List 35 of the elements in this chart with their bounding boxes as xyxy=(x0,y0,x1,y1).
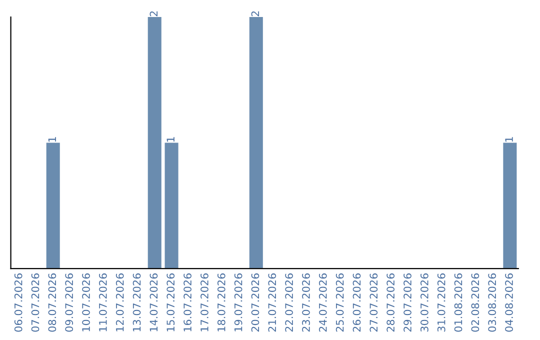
x-tick-label: 12.07.2026 xyxy=(116,273,124,332)
x-tick-label: 28.07.2026 xyxy=(386,273,395,332)
x-tick-label: 30.07.2026 xyxy=(420,273,428,332)
data-label: 1 xyxy=(505,137,513,142)
x-tick-label: 07.07.2026 xyxy=(31,273,40,332)
x-tick-label: 08.07.2026 xyxy=(48,273,56,332)
data-label: 1 xyxy=(48,137,56,142)
x-tick-label: 26.07.2026 xyxy=(352,273,361,332)
x-tick-label: 18.07.2026 xyxy=(217,273,226,332)
x-tick-label: 20.07.2026 xyxy=(251,273,260,332)
x-tick-label: 22.07.2026 xyxy=(285,273,293,332)
x-tick-label: 14.07.2026 xyxy=(150,273,158,332)
x-tick-label: 02.08.2026 xyxy=(471,273,480,332)
x-tick-label: 29.07.2026 xyxy=(404,273,412,332)
x-tick-label: 19.07.2026 xyxy=(234,273,242,332)
x-tick-label: 31.07.2026 xyxy=(437,273,446,332)
x-tick-label: 21.07.2026 xyxy=(268,273,276,332)
x-tick-label: 15.07.2026 xyxy=(166,273,175,332)
x-tick-label: 16.07.2026 xyxy=(184,273,192,332)
x-tick-label: 27.07.2026 xyxy=(370,273,378,332)
data-label: 2 xyxy=(251,11,260,16)
x-tick-label: 13.07.2026 xyxy=(132,273,141,332)
x-tick-label: 23.07.2026 xyxy=(302,273,310,332)
x-tick-label: 11.07.2026 xyxy=(99,273,107,332)
x-tick-label: 24.07.2026 xyxy=(318,273,327,332)
data-label: 2 xyxy=(150,11,158,16)
x-tick-label: 17.07.2026 xyxy=(200,273,208,332)
x-tick-label: 04.08.2026 xyxy=(505,273,513,332)
x-tick-label: 09.07.2026 xyxy=(65,273,74,332)
x-tick-label: 01.08.2026 xyxy=(454,273,462,332)
x-tick-label: 10.07.2026 xyxy=(82,273,90,332)
x-tick-label: 25.07.2026 xyxy=(336,273,344,332)
x-tick-label: 03.08.2026 xyxy=(488,273,496,332)
x-tick-label: 06.07.2026 xyxy=(14,273,22,332)
data-label: 1 xyxy=(166,137,174,142)
